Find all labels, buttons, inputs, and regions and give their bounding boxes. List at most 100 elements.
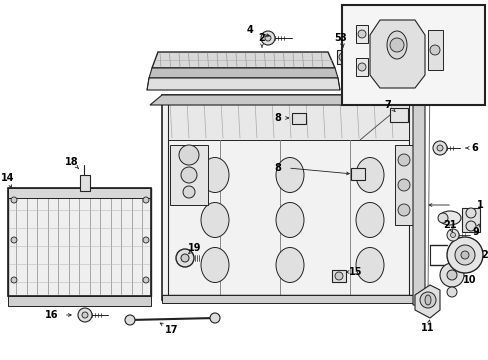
Bar — [427, 30, 442, 70]
Bar — [336, 50, 348, 64]
Text: 8: 8 — [274, 163, 281, 173]
Circle shape — [465, 221, 475, 231]
Ellipse shape — [275, 202, 304, 238]
Polygon shape — [414, 285, 439, 318]
Bar — [341, 5, 484, 105]
Circle shape — [439, 263, 463, 287]
Text: 19: 19 — [188, 243, 202, 253]
Circle shape — [429, 45, 439, 55]
Circle shape — [209, 313, 220, 323]
Ellipse shape — [201, 202, 228, 238]
Circle shape — [446, 229, 458, 241]
Text: 8: 8 — [274, 113, 281, 123]
Ellipse shape — [438, 211, 460, 225]
Text: 15: 15 — [348, 267, 362, 277]
Bar — [350, 168, 364, 180]
Bar — [331, 270, 346, 282]
Bar — [162, 295, 414, 303]
Text: 9: 9 — [472, 227, 478, 237]
Circle shape — [357, 30, 365, 38]
Text: 7: 7 — [384, 100, 390, 110]
Ellipse shape — [201, 158, 228, 193]
Bar — [389, 108, 407, 122]
Bar — [291, 113, 305, 124]
Text: 17: 17 — [165, 325, 179, 335]
Circle shape — [142, 277, 149, 283]
Circle shape — [436, 145, 442, 151]
Text: 21: 21 — [442, 220, 456, 230]
Circle shape — [338, 53, 346, 61]
Text: 20: 20 — [480, 250, 488, 260]
Ellipse shape — [386, 31, 406, 59]
Circle shape — [460, 251, 468, 259]
Text: 14: 14 — [1, 173, 15, 183]
Circle shape — [397, 154, 409, 166]
Bar — [8, 188, 151, 296]
Circle shape — [181, 167, 197, 183]
Text: 2: 2 — [258, 33, 265, 43]
Circle shape — [389, 38, 403, 52]
Circle shape — [357, 63, 365, 71]
Text: 10: 10 — [462, 275, 476, 285]
Circle shape — [11, 277, 17, 283]
Polygon shape — [412, 95, 424, 305]
Circle shape — [446, 237, 482, 273]
Ellipse shape — [355, 248, 383, 283]
Text: 1: 1 — [476, 200, 482, 210]
Polygon shape — [149, 68, 337, 78]
Bar — [168, 100, 408, 140]
Circle shape — [78, 308, 92, 322]
Circle shape — [142, 237, 149, 243]
Ellipse shape — [424, 295, 430, 305]
Bar — [8, 188, 151, 296]
Circle shape — [82, 312, 88, 318]
Circle shape — [432, 141, 446, 155]
Circle shape — [465, 208, 475, 218]
Circle shape — [449, 233, 454, 238]
Circle shape — [183, 186, 195, 198]
Text: 5: 5 — [334, 33, 341, 43]
Circle shape — [179, 145, 199, 165]
Text: 18: 18 — [65, 157, 79, 167]
Ellipse shape — [355, 158, 383, 193]
Polygon shape — [147, 78, 339, 90]
Circle shape — [419, 292, 435, 308]
Ellipse shape — [355, 202, 383, 238]
Polygon shape — [162, 95, 414, 300]
Circle shape — [454, 245, 474, 265]
Polygon shape — [152, 52, 334, 68]
Circle shape — [142, 197, 149, 203]
Circle shape — [334, 272, 342, 280]
Circle shape — [261, 31, 274, 45]
Circle shape — [264, 35, 270, 41]
Bar — [170, 145, 207, 205]
Bar — [80, 175, 90, 191]
Bar — [461, 208, 479, 232]
Polygon shape — [8, 296, 151, 306]
Polygon shape — [150, 95, 424, 105]
Text: 4: 4 — [246, 25, 253, 35]
Bar — [168, 100, 408, 295]
Circle shape — [125, 315, 135, 325]
Circle shape — [446, 270, 456, 280]
Circle shape — [397, 179, 409, 191]
Circle shape — [176, 249, 194, 267]
Circle shape — [397, 204, 409, 216]
Circle shape — [437, 213, 447, 223]
Text: 6: 6 — [470, 143, 477, 153]
Polygon shape — [8, 188, 151, 198]
Text: 16: 16 — [45, 310, 59, 320]
Text: 11: 11 — [420, 323, 434, 333]
Bar — [355, 58, 367, 76]
Circle shape — [11, 237, 17, 243]
Circle shape — [11, 197, 17, 203]
Bar — [355, 25, 367, 43]
Circle shape — [181, 254, 189, 262]
Ellipse shape — [275, 158, 304, 193]
Bar — [394, 145, 412, 225]
Circle shape — [446, 287, 456, 297]
Ellipse shape — [201, 248, 228, 283]
Ellipse shape — [275, 248, 304, 283]
Text: 3: 3 — [339, 33, 346, 43]
Polygon shape — [369, 20, 424, 88]
